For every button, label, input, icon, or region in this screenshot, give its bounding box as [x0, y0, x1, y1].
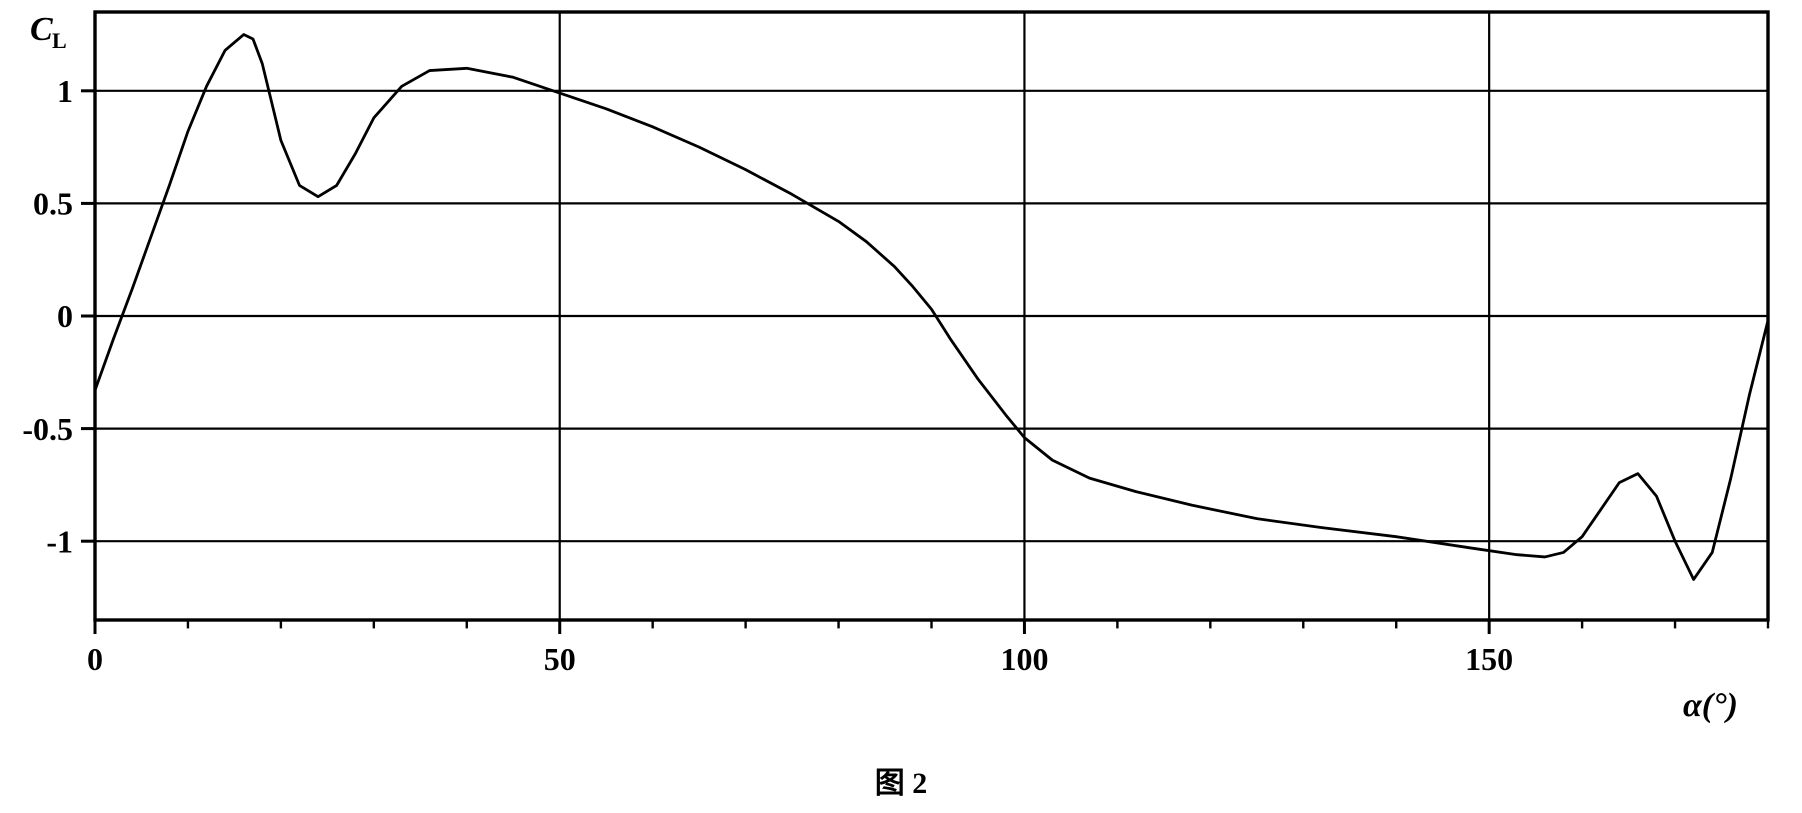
chart-container: 0 50 100 150 -1 -0.5 0 0.5 1CLα(°) 图 2: [0, 0, 1802, 813]
ytick-label: -0.5: [22, 411, 73, 447]
line-chart: 0 50 100 150 -1 -0.5 0 0.5 1CLα(°) 图 2: [0, 0, 1802, 813]
xtick-label: 0: [87, 641, 103, 677]
figure-caption: 图 2: [875, 767, 928, 800]
xlabel: α(°): [1683, 687, 1738, 724]
ylabel-sub: L: [52, 28, 67, 53]
ylabel-main: C: [30, 11, 53, 48]
xtick-label: 100: [1000, 641, 1048, 677]
chart-bg: [0, 0, 1802, 813]
ytick-label: 0: [57, 298, 73, 334]
ytick-label: -1: [46, 523, 73, 559]
ytick-label: 0.5: [33, 186, 73, 222]
ytick-label: 1: [57, 73, 73, 109]
xtick-label: 150: [1465, 641, 1513, 677]
xtick-label: 50: [544, 641, 576, 677]
